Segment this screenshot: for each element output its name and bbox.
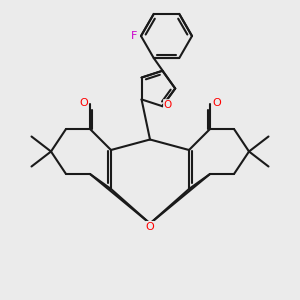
Text: O: O [146,221,154,232]
Text: O: O [212,98,221,109]
Text: F: F [131,31,138,41]
Text: O: O [164,100,172,110]
Text: O: O [79,98,88,109]
